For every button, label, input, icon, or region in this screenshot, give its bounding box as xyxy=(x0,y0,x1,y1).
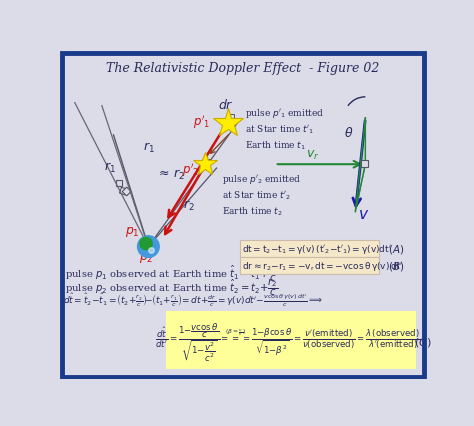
Polygon shape xyxy=(356,119,365,213)
Text: pulse $p_1$ observed at Earth time $\hat{t}_1{=}t_1{+}\dfrac{r_1}{c}$: pulse $p_1$ observed at Earth time $\hat… xyxy=(65,262,279,283)
Text: $\mathrm{dt{=}t_2{-}t_1{=}\gamma(v)\,(t'_2{-}t'_1){=}\gamma(v)dt'}$: $\mathrm{dt{=}t_2{-}t_1{=}\gamma(v)\,(t'… xyxy=(242,242,392,255)
Bar xyxy=(122,188,131,196)
FancyBboxPatch shape xyxy=(240,258,379,274)
Text: $(A)$: $(A)$ xyxy=(388,242,404,255)
Circle shape xyxy=(137,236,159,258)
Text: $p'_2$: $p'_2$ xyxy=(182,161,199,179)
Text: $(B)$: $(B)$ xyxy=(388,259,404,272)
Text: $\mathrm{dr{\approx}r_2{-}r_1{=}{-}v_r\,dt{=}{-}v\cos\theta\,\gamma(v)\,dt'}$: $\mathrm{dr{\approx}r_2{-}r_1{=}{-}v_r\,… xyxy=(242,259,403,272)
Bar xyxy=(119,188,128,196)
Text: $r_2$: $r_2$ xyxy=(183,199,195,213)
Bar xyxy=(116,180,122,186)
FancyBboxPatch shape xyxy=(166,311,416,369)
Text: $p'_1$: $p'_1$ xyxy=(193,113,210,131)
Text: $v_r$: $v_r$ xyxy=(306,148,319,161)
Text: $r_1$: $r_1$ xyxy=(143,141,155,155)
Bar xyxy=(204,159,210,166)
Text: pulse $p'_2$ emitted
at Star time $t'_2$
Earth time $t_2$: pulse $p'_2$ emitted at Star time $t'_2$… xyxy=(222,173,301,218)
Text: $\approx\,r_2$: $\approx\,r_2$ xyxy=(156,168,185,182)
Text: $(C)$: $(C)$ xyxy=(414,335,432,348)
Text: $v$: $v$ xyxy=(358,207,370,222)
Circle shape xyxy=(140,238,152,250)
Bar xyxy=(228,115,234,121)
Text: The Relativistic Doppler Effect  - Figure 02: The Relativistic Doppler Effect - Figure… xyxy=(106,62,380,75)
FancyBboxPatch shape xyxy=(240,241,379,257)
Text: $p_1$: $p_1$ xyxy=(125,224,140,238)
Text: $dr$: $dr$ xyxy=(218,98,234,112)
Text: pulse $p_2$ observed at Earth time $\hat{t}_2{=}t_2{+}\dfrac{r_2}{c}$: pulse $p_2$ observed at Earth time $\hat… xyxy=(65,276,279,297)
Text: $\dfrac{d\hat{t}}{dt'}{=}\dfrac{1{-}\dfrac{v\cos\theta}{c}}{\sqrt{1{-}\dfrac{v^2: $\dfrac{d\hat{t}}{dt'}{=}\dfrac{1{-}\dfr… xyxy=(155,321,420,363)
Text: $\theta$: $\theta$ xyxy=(345,126,354,140)
Text: $r_1$: $r_1$ xyxy=(104,160,116,174)
Text: $p_2$: $p_2$ xyxy=(139,250,154,264)
Bar xyxy=(361,160,368,168)
Text: pulse $p'_1$ emitted
at Star time $t'_1$
Earth time $t_1$: pulse $p'_1$ emitted at Star time $t'_1$… xyxy=(245,106,325,152)
Text: $d\hat{t}{=}\hat{t}_2{-}\hat{t}_1{=}\!\left(t_2{+}\frac{r_2}{c}\right)\!{-}\!\le: $d\hat{t}{=}\hat{t}_2{-}\hat{t}_1{=}\!\l… xyxy=(63,291,323,308)
